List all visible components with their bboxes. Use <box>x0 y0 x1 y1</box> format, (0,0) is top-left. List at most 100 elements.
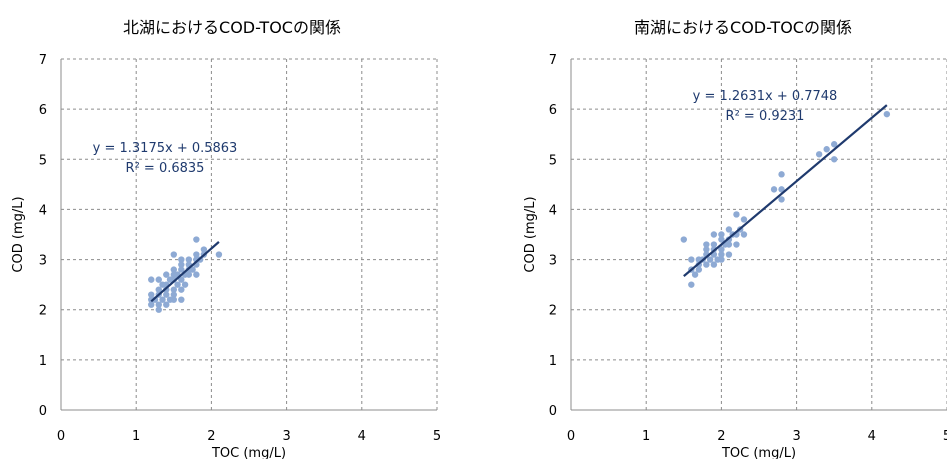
data-point <box>159 296 166 303</box>
data-point <box>170 251 177 258</box>
data-point <box>706 256 714 263</box>
x-tick-label: 3 <box>282 429 290 444</box>
data-point <box>831 141 838 148</box>
data-point <box>688 281 695 288</box>
data-point <box>155 301 162 308</box>
data-point <box>170 286 177 293</box>
x-tick-label: 5 <box>943 429 947 444</box>
y-tick-label: 7 <box>549 53 557 68</box>
trendline-equation: y = 1.2631x + 0.7748 <box>693 89 838 104</box>
data-point <box>163 301 170 308</box>
data-point <box>733 211 740 218</box>
chart-2: 南湖におけるCOD-TOCの関係 0 1 2 3 4 5 6 7 0 1 2 3 4 5 TOC (mg/L)… <box>523 18 947 461</box>
x-tick-label: 2 <box>717 429 725 444</box>
data-point <box>710 231 718 238</box>
y-tick-label: 3 <box>39 254 47 269</box>
data-point <box>148 276 155 283</box>
data-point <box>170 266 177 273</box>
y-tick-label: 7 <box>39 53 47 68</box>
data-point <box>193 271 200 278</box>
data-point <box>185 256 193 263</box>
x-tick-label: 2 <box>207 429 215 444</box>
x-tick-label: 1 <box>132 429 140 444</box>
data-point <box>155 286 162 293</box>
y-tick-label: 2 <box>39 304 47 319</box>
chart-title: 北湖におけるCOD-TOCの関係 <box>123 18 341 37</box>
data-point <box>778 171 785 178</box>
data-point <box>815 151 823 158</box>
y-tick-label: 5 <box>39 153 47 168</box>
data-point <box>163 271 170 278</box>
data-point <box>703 246 710 253</box>
data-point <box>181 281 189 288</box>
data-point <box>718 231 725 238</box>
data-point <box>718 246 725 253</box>
x-tick-label: 1 <box>642 429 650 444</box>
y-axis-label: COD (mg/L) <box>11 196 26 272</box>
trendline <box>150 241 220 303</box>
data-point <box>710 241 718 248</box>
data-point <box>680 236 687 243</box>
x-axis-label: TOC (mg/L) <box>211 446 286 459</box>
data-point <box>740 216 748 223</box>
data-point <box>725 241 733 248</box>
data-point <box>733 241 740 248</box>
data-point <box>725 226 733 233</box>
data-point <box>178 286 185 293</box>
y-tick-label: 2 <box>549 304 557 319</box>
data-point <box>215 251 223 258</box>
y-tick-label: 3 <box>549 254 557 269</box>
data-point <box>174 281 181 288</box>
data-point <box>185 271 193 278</box>
trendline-equation: y = 1.3175x + 0.5863 <box>93 141 238 156</box>
data-point <box>193 251 200 258</box>
data-point <box>193 236 200 243</box>
x-tick-label: 3 <box>792 429 800 444</box>
data-point <box>695 266 703 273</box>
data-point <box>883 110 891 118</box>
trendline <box>683 104 888 277</box>
y-tick-label: 5 <box>549 153 557 168</box>
x-axis-label: TOC (mg/L) <box>721 446 796 459</box>
data-point <box>688 256 695 263</box>
y-tick-label: 1 <box>549 354 557 369</box>
data-point <box>710 261 718 268</box>
data-point <box>718 251 725 258</box>
data-point <box>170 296 177 303</box>
data-point <box>691 271 699 278</box>
y-tick-label: 6 <box>39 103 47 118</box>
y-tick-label: 1 <box>39 354 47 369</box>
data-point <box>178 296 185 303</box>
data-point <box>170 291 177 298</box>
data-point <box>770 186 778 193</box>
data-point <box>155 276 162 283</box>
x-tick-label: 0 <box>57 429 65 444</box>
data-point <box>189 266 196 273</box>
y-axis-label: COD (mg/L) <box>523 196 538 272</box>
trendline-r2: R² = 0.6835 <box>126 161 205 176</box>
data-point <box>740 231 748 238</box>
data-point <box>200 246 208 253</box>
data-point <box>148 291 155 298</box>
data-point <box>178 276 185 283</box>
y-tick-label: 6 <box>549 103 557 118</box>
data-point <box>703 261 710 268</box>
y-tick-label: 0 <box>549 404 557 419</box>
x-tick-label: 5 <box>433 429 441 444</box>
x-tick-label: 0 <box>567 429 575 444</box>
x-tick-label: 4 <box>358 429 366 444</box>
data-point <box>718 236 725 243</box>
data-point <box>778 186 785 193</box>
data-point <box>725 251 733 258</box>
y-tick-label: 4 <box>549 203 557 218</box>
y-tick-label: 0 <box>39 404 47 419</box>
chart-1: 北湖におけるCOD-TOCの関係 0 1 2 3 4 5 6 7 0 1 2 3 4 5 TOC (mg/L)… <box>11 18 441 461</box>
data-point <box>155 306 162 313</box>
chart-title: 南湖におけるCOD-TOCの関係 <box>634 18 852 37</box>
data-point <box>148 301 155 308</box>
data-point <box>718 256 725 263</box>
data-point <box>178 256 185 263</box>
data-point <box>178 261 185 268</box>
